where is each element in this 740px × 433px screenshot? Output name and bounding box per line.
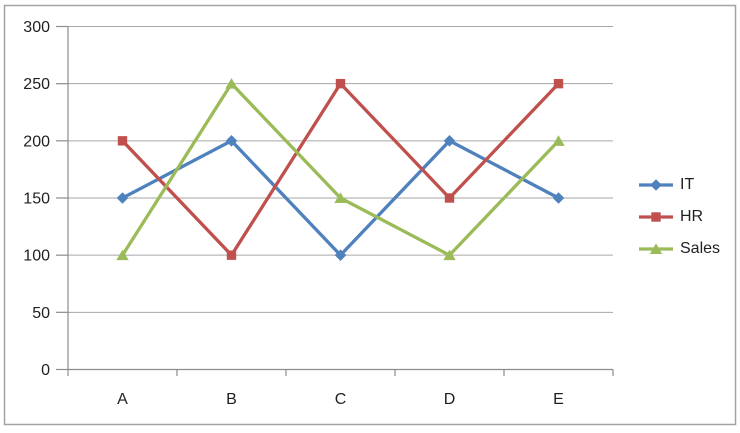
y-tick-label: 300 [23, 19, 50, 36]
x-category-label: D [444, 391, 456, 408]
y-tick-label: 200 [23, 133, 50, 150]
square-marker-icon [444, 193, 455, 203]
y-tick-label: 0 [41, 362, 50, 379]
y-tick-label: 150 [23, 191, 50, 208]
legend-label-sales: Sales [680, 240, 721, 257]
legend-square-icon [639, 212, 673, 222]
y-tick-label: 100 [23, 248, 50, 265]
x-category-label: B [226, 391, 237, 408]
legend: IT HR Sales [639, 169, 720, 265]
square-marker-icon [651, 212, 661, 222]
triangle-marker-icon [116, 249, 129, 261]
x-category-label: C [335, 391, 347, 408]
x-category-label: A [117, 391, 128, 408]
square-marker-icon [226, 250, 237, 260]
triangle-marker-icon [443, 249, 456, 261]
diamond-marker-icon [334, 249, 347, 261]
legend-label-it: IT [680, 176, 695, 193]
diamond-marker-icon [116, 192, 129, 204]
legend-item-sales[interactable]: Sales [639, 233, 720, 265]
legend-diamond-icon [639, 179, 673, 191]
diamond-marker-icon [443, 135, 456, 147]
diamond-marker-icon [552, 192, 565, 204]
triangle-marker-icon [649, 243, 663, 254]
y-tick-label: 250 [23, 76, 50, 93]
square-marker-icon [117, 136, 128, 146]
legend-triangle-icon [639, 243, 673, 254]
x-category-label: E [553, 391, 564, 408]
legend-item-it[interactable]: IT [639, 169, 720, 201]
square-marker-icon [553, 78, 564, 89]
diamond-marker-icon [650, 179, 662, 191]
diamond-marker-icon [225, 135, 238, 147]
square-marker-icon [335, 78, 346, 89]
triangle-marker-icon [552, 135, 565, 146]
legend-label-hr: HR [680, 208, 704, 225]
legend-item-hr[interactable]: HR [639, 201, 720, 233]
triangle-marker-icon [334, 192, 347, 203]
triangle-marker-icon [225, 78, 238, 89]
y-tick-label: 50 [32, 305, 50, 322]
